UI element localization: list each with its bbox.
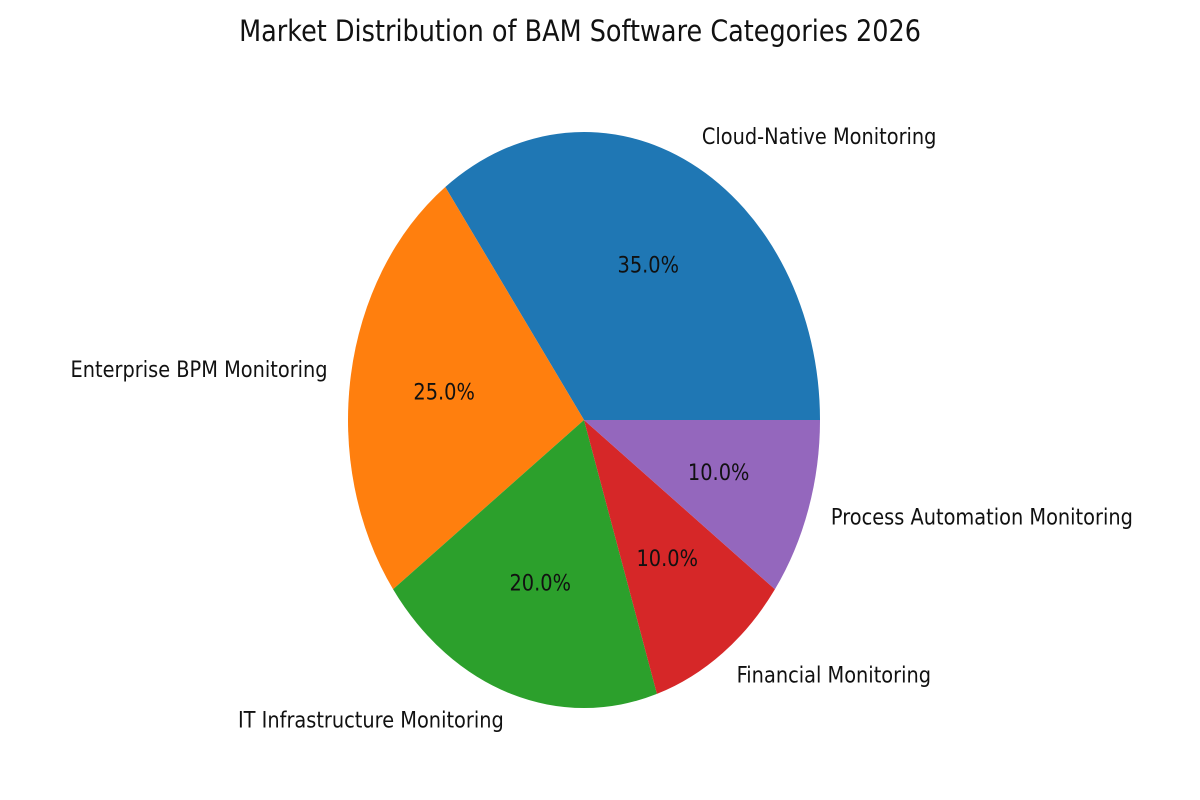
chart-title: Market Distribution of BAM Software Cate… [239, 14, 921, 48]
pie-slice-enterprise-bpm-monitoring [348, 187, 584, 590]
category-label-enterprise-bpm-monitoring: Enterprise BPM Monitoring [71, 357, 328, 382]
pie-slice-financial-monitoring [584, 420, 775, 694]
pie-slices [348, 132, 820, 708]
pie-slice-it-infrastructure-monitoring [393, 420, 657, 708]
pct-label-financial-monitoring: 10.0% [636, 546, 698, 571]
category-label-it-infrastructure-monitoring: IT Infrastructure Monitoring [238, 707, 504, 732]
pct-label-cloud-native-monitoring: 35.0% [618, 252, 680, 277]
percent-labels: 35.0% 25.0% 20.0% 10.0% 10.0% [413, 252, 749, 596]
pie-slice-cloud-native-monitoring [445, 132, 820, 421]
category-label-financial-monitoring: Financial Monitoring [737, 662, 931, 687]
category-label-process-automation-monitoring: Process Automation Monitoring [831, 504, 1133, 529]
pct-label-it-infrastructure-monitoring: 20.0% [509, 571, 571, 596]
pie-slice-process-automation-monitoring [584, 420, 820, 590]
category-labels: Cloud-Native Monitoring Enterprise BPM Mo… [71, 124, 1133, 733]
category-label-cloud-native-monitoring: Cloud-Native Monitoring [702, 124, 937, 149]
pct-label-process-automation-monitoring: 10.0% [688, 460, 750, 485]
pct-label-enterprise-bpm-monitoring: 25.0% [413, 379, 475, 404]
